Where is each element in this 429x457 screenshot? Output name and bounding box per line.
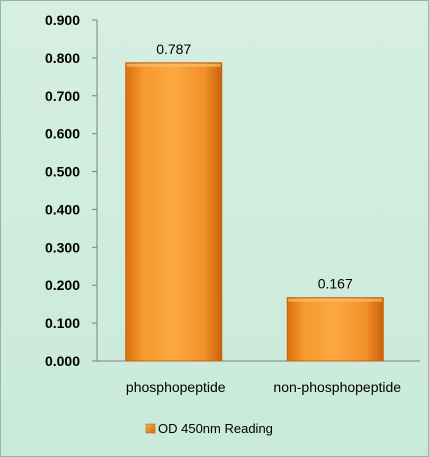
y-tick-label: 0.700 bbox=[45, 88, 80, 104]
legend-swatch bbox=[145, 423, 156, 434]
bar-data-label: 0.167 bbox=[318, 276, 353, 292]
bar-data-label: 0.787 bbox=[156, 41, 191, 57]
bar bbox=[125, 62, 223, 362]
y-tick-label: 0.000 bbox=[45, 353, 80, 369]
y-tick-label: 0.300 bbox=[45, 239, 80, 255]
y-tick-label: 0.600 bbox=[45, 126, 80, 142]
y-tick-label: 0.100 bbox=[45, 315, 80, 331]
y-tick-label: 0.500 bbox=[45, 164, 80, 180]
bar bbox=[286, 297, 384, 362]
x-category-label: phosphopeptide bbox=[126, 379, 226, 395]
x-category-label: non-phosphopeptide bbox=[273, 379, 401, 395]
y-tick-label: 0.800 bbox=[45, 50, 80, 66]
bar-top-highlight bbox=[288, 298, 383, 302]
bar-top-highlight bbox=[126, 63, 221, 67]
y-tick-label: 0.200 bbox=[45, 277, 80, 293]
legend-label: OD 450nm Reading bbox=[158, 421, 273, 436]
y-tick-label: 0.400 bbox=[45, 201, 80, 217]
y-tick-label: 0.900 bbox=[45, 12, 80, 28]
legend: OD 450nm Reading bbox=[145, 421, 273, 436]
